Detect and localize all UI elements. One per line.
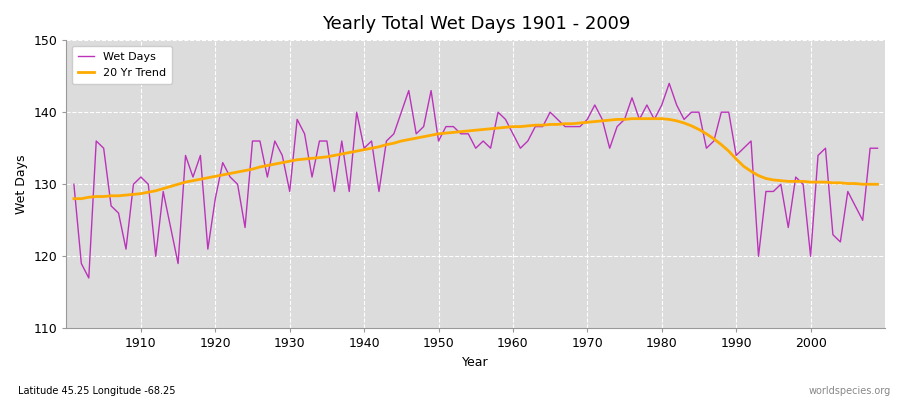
- Wet Days: [664, 81, 675, 86]
- X-axis label: Year: Year: [463, 356, 489, 369]
- Text: Latitude 45.25 Longitude -68.25: Latitude 45.25 Longitude -68.25: [18, 386, 176, 396]
- Legend: Wet Days, 20 Yr Trend: Wet Days, 20 Yr Trend: [72, 46, 172, 84]
- Y-axis label: Wet Days: Wet Days: [15, 154, 28, 214]
- Wet Days: [508, 132, 518, 136]
- Text: worldspecies.org: worldspecies.org: [809, 386, 891, 396]
- Wet Days: [515, 146, 526, 151]
- 20 Yr Trend: [597, 118, 608, 123]
- Wet Days: [84, 276, 94, 280]
- 20 Yr Trend: [68, 196, 79, 201]
- Wet Days: [299, 132, 310, 136]
- Line: 20 Yr Trend: 20 Yr Trend: [74, 119, 878, 199]
- 20 Yr Trend: [872, 182, 883, 187]
- Line: Wet Days: Wet Days: [74, 83, 878, 278]
- 20 Yr Trend: [500, 125, 511, 130]
- 20 Yr Trend: [508, 124, 518, 129]
- 20 Yr Trend: [626, 116, 637, 121]
- 20 Yr Trend: [292, 157, 302, 162]
- Title: Yearly Total Wet Days 1901 - 2009: Yearly Total Wet Days 1901 - 2009: [321, 15, 630, 33]
- 20 Yr Trend: [337, 152, 347, 156]
- Wet Days: [872, 146, 883, 151]
- 20 Yr Trend: [128, 192, 139, 197]
- Wet Days: [604, 146, 615, 151]
- Wet Days: [344, 189, 355, 194]
- Wet Days: [136, 175, 147, 180]
- Wet Days: [68, 182, 79, 187]
